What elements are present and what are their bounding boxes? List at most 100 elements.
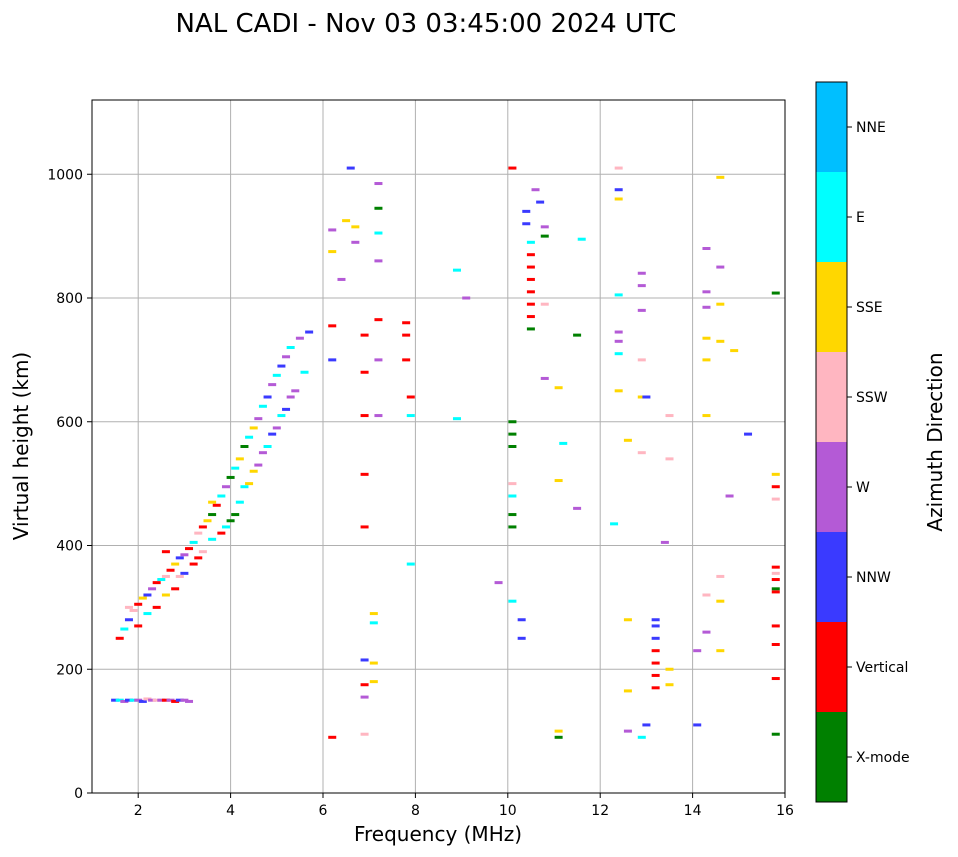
echo-point: [702, 593, 711, 597]
echo-point: [716, 265, 725, 269]
echo-point: [189, 540, 198, 544]
echo-point: [651, 624, 660, 628]
echo-point: [508, 525, 517, 529]
echo-point: [771, 732, 780, 736]
echo-point: [526, 277, 535, 281]
echo-point: [702, 336, 711, 340]
echo-point: [651, 686, 660, 690]
echo-point: [171, 699, 180, 703]
colorbar-swatch-vertical: [816, 622, 847, 712]
colorbar-tick-label: SSW: [856, 390, 888, 406]
echo-point: [771, 571, 780, 575]
echo-point: [623, 618, 632, 622]
echo-point: [351, 225, 360, 229]
echo-point: [360, 414, 369, 418]
echo-point: [702, 414, 711, 418]
echo-point: [148, 698, 157, 702]
echo-point: [226, 519, 235, 523]
echo-point: [180, 698, 189, 702]
echo-point: [651, 649, 660, 653]
echo-point: [143, 612, 152, 616]
echo-point: [166, 568, 175, 572]
echo-point: [240, 445, 249, 448]
echo-point: [702, 358, 711, 362]
echo-point: [526, 302, 535, 306]
echo-point: [282, 355, 291, 359]
echo-points: [111, 166, 780, 739]
echo-point: [198, 550, 207, 554]
echo-point: [536, 200, 545, 204]
echo-point: [231, 466, 240, 470]
echo-point: [702, 305, 711, 309]
echo-point: [771, 624, 780, 628]
echo-point: [508, 445, 517, 448]
echo-point: [614, 330, 623, 334]
echo-point: [161, 550, 170, 554]
echo-point: [369, 612, 378, 616]
echo-point: [508, 420, 517, 424]
echo-point: [508, 482, 517, 486]
colorbar-tick-label: NNE: [856, 120, 886, 136]
echo-point: [665, 683, 674, 687]
echo-point: [540, 376, 549, 380]
echo-point: [402, 321, 411, 325]
echo-point: [360, 333, 369, 337]
echo-point: [328, 358, 337, 362]
echo-point: [249, 426, 258, 430]
echo-point: [148, 587, 157, 591]
echo-point: [693, 723, 702, 727]
echo-point: [702, 247, 711, 250]
echo-point: [282, 407, 291, 411]
echo-point: [254, 463, 263, 467]
echo-point: [522, 222, 531, 226]
colorbar-tick-label: NNW: [856, 570, 891, 586]
echo-point: [642, 395, 651, 399]
plot-frame: [91, 99, 786, 794]
echo-point: [254, 417, 263, 421]
echo-point: [693, 649, 702, 653]
x-tick-label: 4: [226, 803, 235, 819]
echo-point: [374, 318, 383, 322]
colorbar-swatch-ssw: [816, 352, 847, 442]
echo-point: [614, 293, 623, 297]
echo-point: [272, 426, 281, 430]
echo-point: [614, 352, 623, 356]
echo-point: [610, 522, 619, 526]
echo-point: [157, 698, 166, 702]
echo-point: [614, 389, 623, 393]
echo-point: [291, 389, 300, 393]
echo-point: [554, 386, 563, 390]
echo-point: [189, 562, 198, 566]
echo-point: [120, 699, 129, 703]
echo-point: [554, 729, 563, 733]
echo-point: [374, 206, 383, 210]
colorbar-swatch-w: [816, 442, 847, 532]
echo-point: [328, 735, 337, 739]
echo-point: [258, 451, 267, 455]
echo-point: [623, 689, 632, 693]
echo-point: [129, 698, 138, 702]
colorbar: X-mode Vertical NNW W SSW SSE E NNE: [815, 81, 910, 803]
echo-point: [369, 661, 378, 665]
echo-point: [577, 237, 586, 241]
echo-point: [124, 618, 133, 622]
echo-point: [342, 219, 351, 223]
echo-point: [531, 188, 540, 192]
echo-point: [134, 698, 143, 702]
echo-point: [642, 723, 651, 727]
echo-point: [180, 553, 189, 557]
echo-point: [286, 346, 295, 349]
echo-point: [272, 373, 281, 377]
echo-point: [554, 735, 563, 739]
x-tick-label: 10: [499, 803, 517, 819]
echo-point: [517, 636, 526, 640]
echo-point: [217, 531, 226, 535]
echo-point: [716, 649, 725, 653]
echo-point: [540, 302, 549, 306]
echo-point: [716, 302, 725, 306]
echo-point: [406, 562, 415, 566]
echo-point: [651, 636, 660, 640]
echo-point: [300, 370, 309, 374]
y-tick-label: 800: [56, 291, 83, 307]
